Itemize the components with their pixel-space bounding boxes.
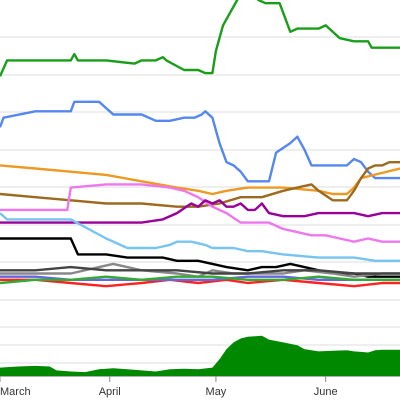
series-line-4 [0, 183, 400, 243]
series-line-5 [0, 199, 400, 224]
series-line-2 [0, 164, 400, 196]
series-line-3 [0, 161, 400, 208]
series-line-11 [0, 265, 400, 275]
x-tick-label-0: March [0, 386, 31, 398]
x-tick-label-1: April [99, 386, 121, 398]
series-line-12 [0, 275, 400, 285]
series-line-6 [0, 212, 400, 262]
x-tick-label-3: June [314, 386, 338, 398]
series-line-0 [0, 0, 400, 77]
x-axis: March April May June [0, 376, 400, 398]
series-line-8 [0, 278, 400, 288]
area-fill [0, 335, 400, 376]
series-line-9 [0, 262, 400, 278]
series-lines [0, 0, 400, 288]
series-line-1 [0, 100, 400, 183]
x-tick-label-2: May [206, 386, 227, 398]
area-chart [0, 335, 400, 376]
